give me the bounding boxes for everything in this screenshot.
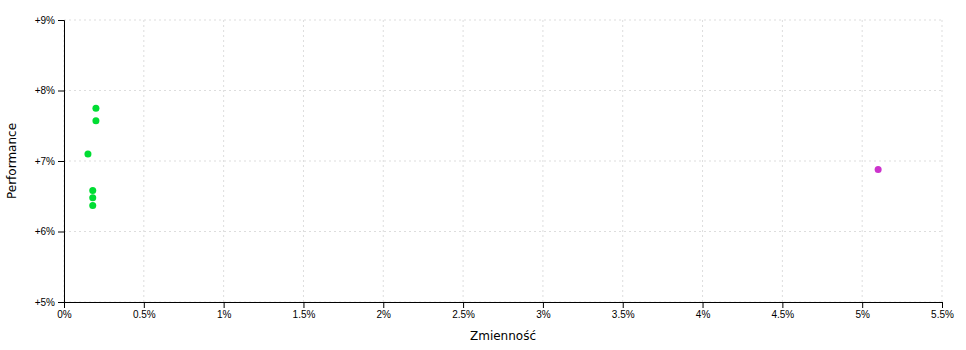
x-tick-label: 5% [855, 309, 870, 320]
x-tick-label: 4.5% [771, 309, 794, 320]
y-axis-line [58, 21, 65, 303]
x-axis: 0% 0.5% 1% 1.5% 2% 2.5% 3% 3.5% 4% 4.5% 5% 5.5% [57, 302, 954, 320]
x-tick-mark [303, 302, 304, 308]
point [92, 105, 99, 112]
x-tick-mark [623, 302, 624, 308]
x-tick-mark [144, 302, 145, 308]
x-grid-line [383, 20, 384, 302]
plot: 0%0.5%1%1.5%2%2.5%3%3.5%4%4.5%5%5.5%+5%+… [35, 15, 954, 320]
x-tick: 5% [855, 302, 870, 320]
x-tick-mark [224, 302, 225, 308]
series [875, 166, 882, 173]
x-grid-line [622, 20, 623, 302]
x-grid-line [303, 20, 304, 302]
x-tick-mark [703, 302, 704, 308]
y-tick-mark [58, 161, 64, 162]
point [89, 194, 96, 201]
y-tick-mark [58, 302, 64, 303]
series [84, 105, 99, 209]
point [92, 117, 99, 124]
x-tick: 2% [377, 302, 392, 320]
x-tick-mark [862, 302, 863, 308]
y-tick-mark [58, 20, 64, 21]
y-tick-mark [58, 232, 64, 233]
x-tick-label: 5.5% [931, 309, 954, 320]
y-axis-title: Performance [5, 123, 19, 199]
x-tick-label: 4% [696, 309, 711, 320]
x-tick-label: 2.5% [452, 309, 475, 320]
x-tick: 0% [57, 302, 72, 320]
x-grid-line [702, 20, 703, 302]
point [89, 187, 96, 194]
x-tick-label: 0% [57, 309, 72, 320]
x-grid-line [542, 20, 543, 302]
x-tick: 3.5% [612, 302, 635, 320]
y-tick: +8% [35, 85, 64, 96]
y-tick-label: +5% [35, 297, 55, 308]
x-tick-mark [942, 302, 943, 308]
point [89, 202, 96, 209]
x-tick-mark [782, 302, 783, 308]
y-tick: +7% [35, 156, 64, 167]
x-tick: 1% [217, 302, 232, 320]
x-tick: 4% [696, 302, 711, 320]
y-tick-label: +6% [35, 226, 55, 237]
y-axis: +5% +6% +7% +8% +9% [35, 15, 65, 308]
x-grid-line [223, 20, 224, 302]
chart: 0%0.5%1%1.5%2%2.5%3%3.5%4%4.5%5%5.5%+5%+… [0, 0, 966, 350]
y-tick: +6% [35, 226, 64, 237]
y-grid-line [64, 90, 942, 91]
x-tick: 5.5% [931, 302, 954, 320]
y-tick-label: +9% [35, 15, 55, 26]
y-grid-line [64, 20, 942, 21]
x-tick-label: 2% [377, 309, 392, 320]
x-tick-label: 0.5% [133, 309, 156, 320]
x-tick: 4.5% [771, 302, 794, 320]
y-tick: +5% [35, 297, 64, 308]
point [84, 150, 91, 157]
grid [64, 20, 942, 302]
marks [84, 105, 881, 209]
x-tick-mark [543, 302, 544, 308]
x-axis-line [65, 303, 943, 309]
x-axis-title: Zmienność [470, 329, 536, 343]
x-tick-mark [463, 302, 464, 308]
x-tick-label: 1.5% [293, 309, 316, 320]
point [875, 166, 882, 173]
y-tick: +9% [35, 15, 64, 26]
x-tick-label: 3.5% [612, 309, 635, 320]
x-tick-label: 3% [536, 309, 551, 320]
y-tick-mark [58, 91, 64, 92]
x-tick: 3% [536, 302, 551, 320]
x-tick: 0.5% [133, 302, 156, 320]
x-grid-line [463, 20, 464, 302]
y-tick-label: +7% [35, 156, 55, 167]
y-grid-line [64, 161, 942, 162]
y-grid-line [64, 231, 942, 232]
x-tick-mark [383, 302, 384, 308]
y-tick-label: +8% [35, 85, 55, 96]
x-tick: 1.5% [293, 302, 316, 320]
x-grid-line [782, 20, 783, 302]
x-tick: 2.5% [452, 302, 475, 320]
x-tick-label: 1% [217, 309, 232, 320]
x-grid-line [862, 20, 863, 302]
